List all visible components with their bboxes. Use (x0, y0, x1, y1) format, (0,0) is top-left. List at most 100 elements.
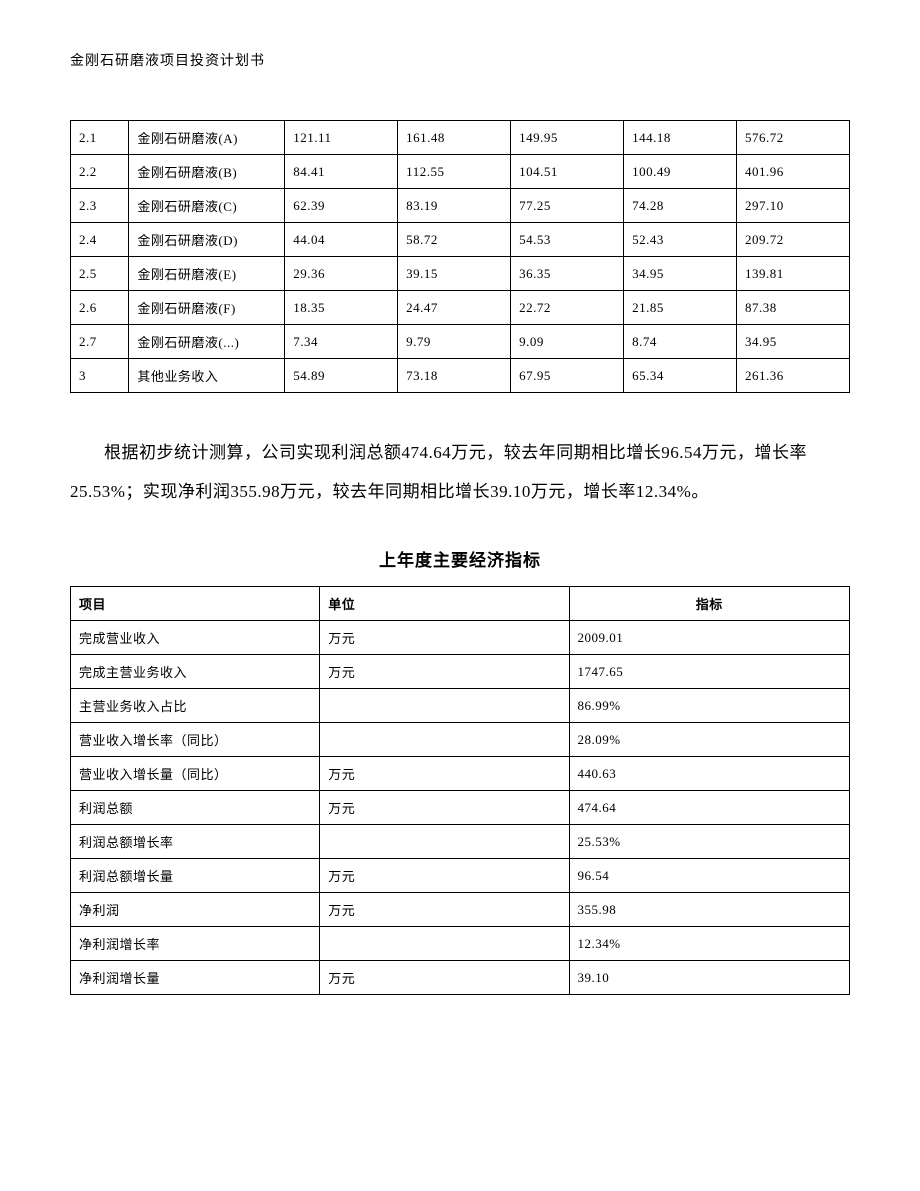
table-row: 2.4 金刚石研磨液(D) 44.04 58.72 54.53 52.43 20… (71, 223, 850, 257)
cell-idx: 2.4 (71, 223, 129, 257)
table-row: 营业收入增长量（同比） 万元 440.63 (71, 757, 850, 791)
cell-name: 金刚石研磨液(D) (129, 223, 285, 257)
cell-value: 21.85 (624, 291, 737, 325)
cell-item: 主营业务收入占比 (71, 689, 320, 723)
cell-unit (320, 689, 569, 723)
table-row: 利润总额增长率 25.53% (71, 825, 850, 859)
cell-value: 1747.65 (569, 655, 849, 689)
cell-value: 209.72 (737, 223, 850, 257)
cell-value: 65.34 (624, 359, 737, 393)
cell-value: 440.63 (569, 757, 849, 791)
cell-value: 9.09 (511, 325, 624, 359)
table-row: 2.6 金刚石研磨液(F) 18.35 24.47 22.72 21.85 87… (71, 291, 850, 325)
cell-value: 355.98 (569, 893, 849, 927)
cell-value: 54.53 (511, 223, 624, 257)
cell-value: 58.72 (398, 223, 511, 257)
page-header-title: 金刚石研磨液项目投资计划书 (70, 50, 850, 70)
cell-idx: 2.2 (71, 155, 129, 189)
cell-name: 金刚石研磨液(B) (129, 155, 285, 189)
table1-body: 2.1 金刚石研磨液(A) 121.11 161.48 149.95 144.1… (71, 121, 850, 393)
cell-value: 18.35 (285, 291, 398, 325)
cell-name: 金刚石研磨液(F) (129, 291, 285, 325)
cell-value: 139.81 (737, 257, 850, 291)
cell-value: 28.09% (569, 723, 849, 757)
table-row: 完成营业收入 万元 2009.01 (71, 621, 850, 655)
cell-value: 86.99% (569, 689, 849, 723)
cell-item: 净利润 (71, 893, 320, 927)
cell-unit (320, 723, 569, 757)
table-row: 净利润增长率 12.34% (71, 927, 850, 961)
cell-item: 利润总额增长率 (71, 825, 320, 859)
cell-value: 12.34% (569, 927, 849, 961)
cell-value: 2009.01 (569, 621, 849, 655)
cell-value: 87.38 (737, 291, 850, 325)
cell-value: 149.95 (511, 121, 624, 155)
table-row: 营业收入增长率（同比） 28.09% (71, 723, 850, 757)
cell-unit: 万元 (320, 621, 569, 655)
table-row: 完成主营业务收入 万元 1747.65 (71, 655, 850, 689)
table-row: 2.5 金刚石研磨液(E) 29.36 39.15 36.35 34.95 13… (71, 257, 850, 291)
cell-value: 8.74 (624, 325, 737, 359)
cell-value: 100.49 (624, 155, 737, 189)
cell-idx: 2.3 (71, 189, 129, 223)
table-row: 主营业务收入占比 86.99% (71, 689, 850, 723)
cell-value: 96.54 (569, 859, 849, 893)
cell-value: 39.15 (398, 257, 511, 291)
cell-value: 84.41 (285, 155, 398, 189)
cell-name: 金刚石研磨液(C) (129, 189, 285, 223)
cell-value: 62.39 (285, 189, 398, 223)
table-row: 2.7 金刚石研磨液(...) 7.34 9.79 9.09 8.74 34.9… (71, 325, 850, 359)
cell-name: 金刚石研磨液(...) (129, 325, 285, 359)
header-item: 项目 (71, 587, 320, 621)
table-row: 2.3 金刚石研磨液(C) 62.39 83.19 77.25 74.28 29… (71, 189, 850, 223)
cell-item: 净利润增长率 (71, 927, 320, 961)
summary-paragraph: 根据初步统计测算，公司实现利润总额474.64万元，较去年同期相比增长96.54… (70, 433, 850, 511)
cell-value: 121.11 (285, 121, 398, 155)
cell-value: 576.72 (737, 121, 850, 155)
cell-value: 7.34 (285, 325, 398, 359)
economic-indicators-table: 项目 单位 指标 完成营业收入 万元 2009.01 完成主营业务收入 万元 1… (70, 586, 850, 995)
table-row: 3 其他业务收入 54.89 73.18 67.95 65.34 261.36 (71, 359, 850, 393)
table-row: 净利润 万元 355.98 (71, 893, 850, 927)
cell-value: 77.25 (511, 189, 624, 223)
cell-unit (320, 927, 569, 961)
cell-idx: 2.5 (71, 257, 129, 291)
cell-value: 474.64 (569, 791, 849, 825)
cell-idx: 2.1 (71, 121, 129, 155)
cell-value: 112.55 (398, 155, 511, 189)
table-row: 2.1 金刚石研磨液(A) 121.11 161.48 149.95 144.1… (71, 121, 850, 155)
cell-value: 34.95 (624, 257, 737, 291)
cell-value: 401.96 (737, 155, 850, 189)
cell-unit: 万元 (320, 961, 569, 995)
table-header-row: 项目 单位 指标 (71, 587, 850, 621)
cell-value: 9.79 (398, 325, 511, 359)
cell-idx: 3 (71, 359, 129, 393)
cell-item: 利润总额增长量 (71, 859, 320, 893)
cell-unit: 万元 (320, 791, 569, 825)
product-revenue-table: 2.1 金刚石研磨液(A) 121.11 161.48 149.95 144.1… (70, 120, 850, 393)
cell-name: 金刚石研磨液(E) (129, 257, 285, 291)
cell-value: 39.10 (569, 961, 849, 995)
cell-value: 29.36 (285, 257, 398, 291)
cell-value: 67.95 (511, 359, 624, 393)
cell-value: 24.47 (398, 291, 511, 325)
cell-value: 297.10 (737, 189, 850, 223)
table-row: 2.2 金刚石研磨液(B) 84.41 112.55 104.51 100.49… (71, 155, 850, 189)
table2-body: 完成营业收入 万元 2009.01 完成主营业务收入 万元 1747.65 主营… (71, 621, 850, 995)
table-row: 利润总额 万元 474.64 (71, 791, 850, 825)
cell-name: 金刚石研磨液(A) (129, 121, 285, 155)
cell-value: 73.18 (398, 359, 511, 393)
cell-value: 144.18 (624, 121, 737, 155)
cell-value: 36.35 (511, 257, 624, 291)
cell-item: 完成主营业务收入 (71, 655, 320, 689)
cell-value: 52.43 (624, 223, 737, 257)
cell-item: 完成营业收入 (71, 621, 320, 655)
cell-unit: 万元 (320, 655, 569, 689)
table-row: 利润总额增长量 万元 96.54 (71, 859, 850, 893)
cell-unit: 万元 (320, 859, 569, 893)
cell-value: 54.89 (285, 359, 398, 393)
cell-idx: 2.6 (71, 291, 129, 325)
cell-value: 74.28 (624, 189, 737, 223)
cell-value: 34.95 (737, 325, 850, 359)
cell-item: 净利润增长量 (71, 961, 320, 995)
